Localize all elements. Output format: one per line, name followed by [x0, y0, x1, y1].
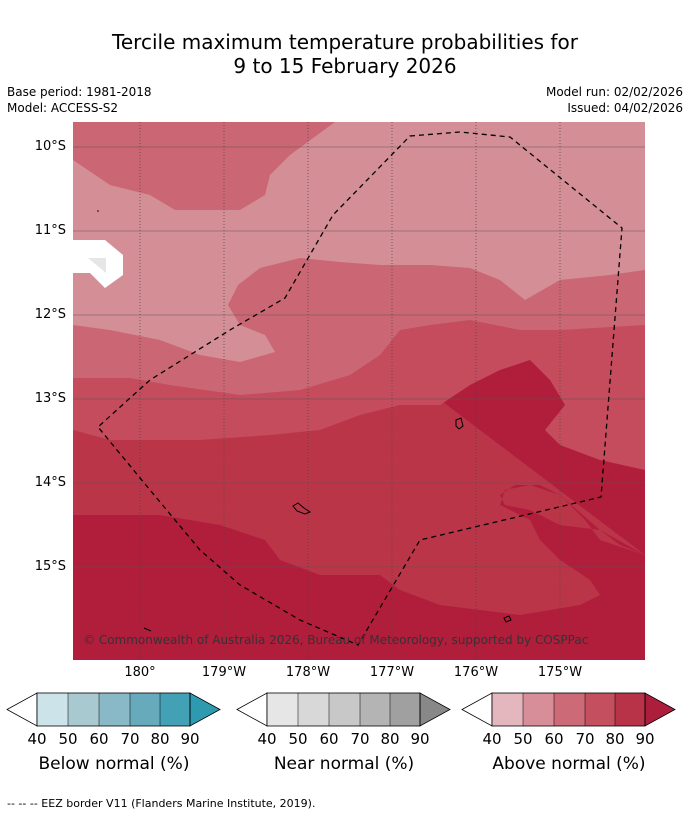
- colorbar-low-extend: [6, 692, 38, 727]
- legend-below-normal: 40 50 60 70 80 90 Below normal (%): [6, 690, 222, 780]
- colorbar-below-normal: [6, 692, 221, 727]
- tick-90: 90: [180, 730, 200, 748]
- tick-70: 70: [575, 730, 595, 748]
- tick-60: 60: [319, 730, 339, 748]
- colorbar-bin-50-60: [68, 693, 99, 726]
- latitude-lines: [73, 146, 645, 568]
- lon-label-175w: 175°W: [537, 665, 583, 680]
- colorbar-bin-60-70: [329, 693, 360, 726]
- tick-70: 70: [350, 730, 370, 748]
- island-wallis: [292, 502, 312, 515]
- tick-90: 90: [635, 730, 655, 748]
- tick-80: 80: [605, 730, 625, 748]
- colorbar-near-normal: [236, 692, 451, 727]
- legend-title-below: Below normal (%): [38, 754, 190, 774]
- copyright-notice: © Commonwealth of Australia 2026, Bureau…: [83, 633, 589, 647]
- colorbar-low-extend: [461, 692, 493, 727]
- lat-label-15s: 15°S: [34, 559, 66, 574]
- tick-50: 50: [58, 730, 78, 748]
- colorbar-bin-50-60: [523, 693, 554, 726]
- contour-50: [73, 122, 645, 362]
- eez-border: [97, 131, 623, 646]
- base-period: Base period: 1981-2018: [7, 85, 152, 99]
- issued-date: Issued: 04/02/2026: [567, 101, 683, 115]
- tick-60: 60: [544, 730, 564, 748]
- model-name: Model: ACCESS-S2: [7, 101, 119, 115]
- tick-70: 70: [120, 730, 140, 748]
- colorbar-bin-80-90: [615, 693, 645, 726]
- island-niuafoou: [455, 417, 464, 430]
- island-tiny: [143, 627, 152, 632]
- colorbar-bin-70-80: [130, 693, 160, 726]
- colorbar-bin-70-80: [585, 693, 615, 726]
- eez-footnote: -- -- -- EEZ border V11 (Flanders Marine…: [7, 797, 316, 810]
- tick-90: 90: [410, 730, 430, 748]
- legend-title-near: Near normal (%): [273, 754, 415, 774]
- tick-80: 80: [150, 730, 170, 748]
- colorbar-high-extend: [189, 692, 221, 727]
- tick-40: 40: [482, 730, 502, 748]
- legend-title-above: Above normal (%): [492, 754, 646, 774]
- colorbar-high-extend: [644, 692, 676, 727]
- tick-40: 40: [27, 730, 47, 748]
- tick-50: 50: [513, 730, 533, 748]
- title-line-1: Tercile maximum temperature probabilitie…: [112, 30, 578, 54]
- lat-label-11s: 11°S: [34, 223, 66, 238]
- probability-map[interactable]: [0, 115, 690, 675]
- lon-label-179w: 179°W: [201, 665, 247, 680]
- lat-label-12s: 12°S: [34, 307, 66, 322]
- colorbar-bin-40-50: [37, 693, 68, 726]
- colorbar-low-extend: [236, 692, 268, 727]
- tick-40: 40: [257, 730, 277, 748]
- meta-left: Base period: 1981-2018 Model: ACCESS-S2: [7, 84, 152, 116]
- contour-below-40-light: [88, 258, 106, 273]
- lon-label-178w: 178°W: [285, 665, 331, 680]
- lat-label-13s: 13°S: [34, 391, 66, 406]
- colorbar-bin-40-50: [492, 693, 523, 726]
- colorbar-high-extend: [419, 692, 451, 727]
- colorbar-bin-60-70: [99, 693, 130, 726]
- tick-60: 60: [89, 730, 109, 748]
- lon-label-176w: 176°W: [453, 665, 499, 680]
- island-small: [503, 615, 512, 623]
- colorbar-bin-60-70: [554, 693, 585, 726]
- islands: [97, 210, 512, 632]
- legend-near-normal: 40 50 60 70 80 90 Near normal (%): [236, 690, 452, 780]
- model-run: Model run: 02/02/2026: [545, 85, 683, 99]
- colorbar-above-normal: [461, 692, 676, 727]
- lat-label-14s: 14°S: [34, 475, 66, 490]
- colorbar-bin-50-60: [298, 693, 329, 726]
- lon-label-177w: 177°W: [369, 665, 415, 680]
- colorbar-bin-80-90: [390, 693, 420, 726]
- lon-label-180: 180°: [124, 665, 156, 680]
- tick-50: 50: [288, 730, 308, 748]
- colorbar-bin-80-90: [160, 693, 190, 726]
- meta-right: Model run: 02/02/2026 Issued: 04/02/2026: [546, 84, 683, 116]
- map-title: Tercile maximum temperature probabilitie…: [0, 30, 690, 78]
- lat-label-10s: 10°S: [34, 139, 66, 154]
- legend-above-normal: 40 50 60 70 80 90 Above normal (%): [461, 690, 677, 780]
- colorbar-bin-70-80: [360, 693, 390, 726]
- title-line-2: 9 to 15 February 2026: [233, 54, 457, 78]
- tick-80: 80: [380, 730, 400, 748]
- probability-contours: [73, 122, 645, 660]
- colorbar-bin-40-50: [267, 693, 298, 726]
